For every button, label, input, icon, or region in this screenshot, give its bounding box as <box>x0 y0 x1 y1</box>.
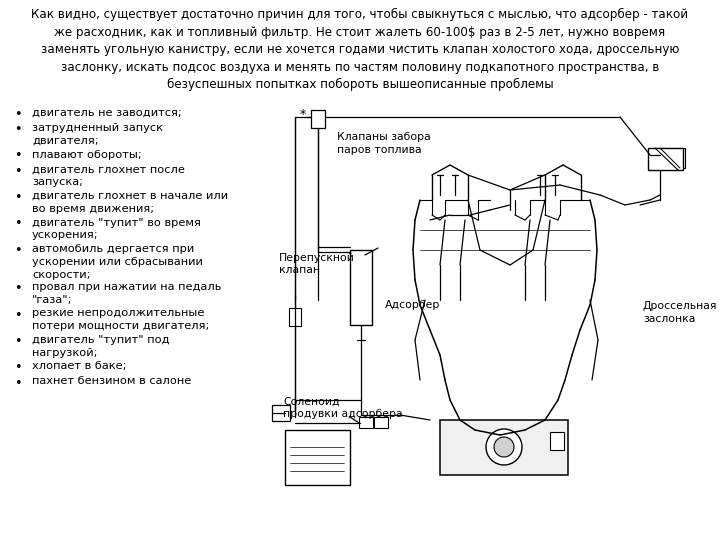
Bar <box>374 417 388 428</box>
Circle shape <box>494 437 514 457</box>
Text: хлопает в баке;: хлопает в баке; <box>32 361 127 372</box>
Text: Дроссельная
заслонка: Дроссельная заслонка <box>643 301 717 324</box>
Text: провал при нажатии на педаль
"газа";: провал при нажатии на педаль "газа"; <box>32 282 221 305</box>
Bar <box>648 148 683 170</box>
Bar <box>550 432 564 450</box>
Text: •: • <box>14 191 22 204</box>
Text: •: • <box>14 218 22 231</box>
Text: Адсорбер: Адсорбер <box>385 300 441 310</box>
Text: •: • <box>14 335 22 348</box>
Bar <box>289 308 301 326</box>
Bar <box>350 250 372 325</box>
Text: •: • <box>14 361 22 375</box>
Text: •: • <box>14 165 22 178</box>
Text: плавают обороты;: плавают обороты; <box>32 150 142 159</box>
Bar <box>311 110 325 128</box>
Text: двигатель глохнет в начале или
во время движения;: двигатель глохнет в начале или во время … <box>32 191 228 214</box>
Text: пахнет бензином в салоне: пахнет бензином в салоне <box>32 376 192 387</box>
Text: •: • <box>14 282 22 295</box>
Text: *: * <box>300 108 306 121</box>
Text: Соленоид
продувки адсорбера: Соленоид продувки адсорбера <box>283 397 402 419</box>
Bar <box>655 148 685 168</box>
Text: двигатель "тупит" во время
ускорения;: двигатель "тупит" во время ускорения; <box>32 218 201 240</box>
Bar <box>285 430 350 485</box>
Bar <box>272 405 290 421</box>
Text: двигатель не заводится;: двигатель не заводится; <box>32 108 181 118</box>
Text: автомобиль дергается при
ускорении или сбрасывании
скорости;: автомобиль дергается при ускорении или с… <box>32 244 203 280</box>
Text: двигатель глохнет после
запуска;: двигатель глохнет после запуска; <box>32 165 185 187</box>
Bar <box>359 417 373 428</box>
Text: Клапаны забора
паров топлива: Клапаны забора паров топлива <box>337 132 431 154</box>
Bar <box>440 420 568 475</box>
Text: •: • <box>14 150 22 163</box>
Text: Как видно, существует достаточно причин для того, чтобы свыкнуться с мыслью, что: Как видно, существует достаточно причин … <box>32 8 688 91</box>
Text: затрудненный запуск
двигателя;: затрудненный запуск двигателя; <box>32 123 163 146</box>
Text: •: • <box>14 376 22 389</box>
Text: двигатель "тупит" под
нагрузкой;: двигатель "тупит" под нагрузкой; <box>32 335 170 358</box>
Text: •: • <box>14 123 22 136</box>
Text: •: • <box>14 244 22 257</box>
Text: •: • <box>14 108 22 121</box>
Text: Перепускной
клапан: Перепускной клапан <box>279 253 355 275</box>
Text: резкие непродолжительные
потери мощности двигателя;: резкие непродолжительные потери мощности… <box>32 308 210 332</box>
Text: •: • <box>14 308 22 321</box>
Circle shape <box>486 429 522 465</box>
